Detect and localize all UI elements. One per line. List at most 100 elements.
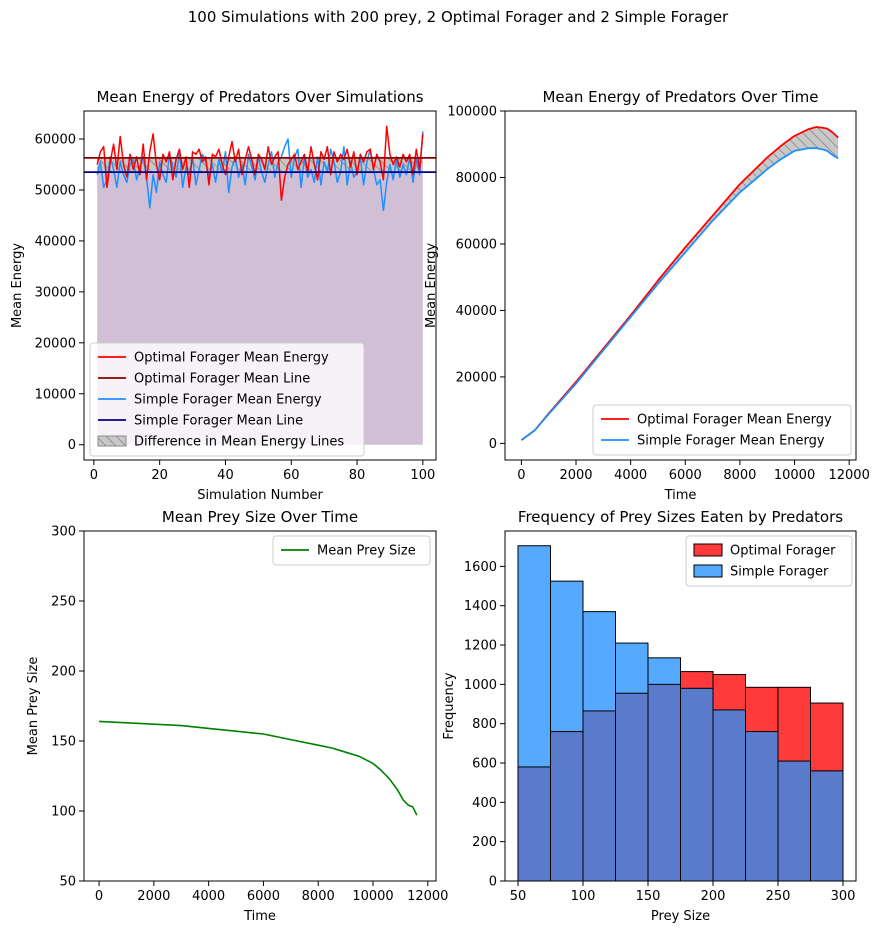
y-tick-label: 1400	[464, 599, 497, 614]
y-axis-label: Mean Energy	[10, 243, 25, 328]
histogram-bar-overlap	[745, 731, 778, 881]
x-tick-label: 6000	[669, 468, 702, 483]
panel-energy-over-simulations: 0 20 40 60 80 100 0 10000 20000 30000 40000 50000 60…	[10, 88, 437, 503]
x-tick-label: 2000	[137, 889, 170, 904]
x-tick-label: 250	[766, 889, 791, 904]
histogram-bar-top	[745, 687, 778, 732]
histogram-bar-top	[810, 703, 843, 771]
legend-label: Difference in Mean Energy Lines	[134, 435, 344, 450]
x-tick-label: 8000	[302, 889, 335, 904]
x-tick-label: 10000	[774, 468, 815, 483]
histogram-bar-overlap	[648, 684, 681, 881]
histogram-bar-top	[583, 611, 616, 711]
y-tick-label: 30000	[35, 285, 76, 300]
x-tick-label: 50	[510, 889, 527, 904]
x-axis-label: Simulation Number	[197, 488, 323, 503]
x-tick-label: 20	[151, 468, 168, 483]
optimal-forager-line	[96, 125, 424, 201]
x-axis-label: Prey Size	[651, 909, 710, 924]
y-tick-label: 1200	[464, 639, 497, 654]
legend-label: Simple Forager	[730, 565, 829, 580]
y-axis-label: Frequency	[442, 672, 457, 739]
x-tick-label: 0	[90, 468, 98, 483]
x-tick-label: 4000	[614, 468, 647, 483]
histogram-bar-overlap	[615, 693, 648, 881]
legend-label: Simple Forager Mean Energy	[637, 434, 825, 449]
chart-title: Mean Prey Size Over Time	[162, 508, 358, 526]
x-tick-label: 0	[95, 889, 103, 904]
histogram-bar-overlap	[680, 688, 713, 881]
x-tick-label: 0	[517, 468, 525, 483]
x-tick-label: 12000	[407, 889, 448, 904]
x-tick-label: 6000	[247, 889, 280, 904]
histogram-bar-overlap	[778, 761, 811, 881]
y-tick-label: 60000	[35, 133, 76, 148]
legend-swatch	[97, 435, 127, 447]
histogram-bar-top	[648, 657, 681, 685]
histogram-bar-top	[713, 674, 746, 710]
y-tick-label: 250	[51, 595, 76, 610]
panel-prey-size-over-time: 0 2000 4000 6000 8000 10000 12000 50 100 150 200 25…	[26, 508, 448, 924]
x-tick-label: 80	[349, 468, 366, 483]
y-axis-label: Mean Prey Size	[26, 657, 41, 756]
x-tick-label: 200	[701, 889, 726, 904]
legend-box	[592, 404, 852, 456]
legend-swatch	[693, 543, 723, 557]
x-tick-label: 10000	[352, 889, 393, 904]
chart-title: Mean Energy of Predators Over Simulation…	[96, 88, 423, 106]
y-tick-label: 400	[472, 796, 497, 811]
y-tick-label: 150	[51, 735, 76, 750]
y-tick-label: 0	[489, 437, 497, 452]
y-tick-label: 600	[472, 757, 497, 772]
figure-suptitle: 100 Simulations with 200 prey, 2 Optimal…	[188, 8, 729, 26]
simple-forager-line	[520, 147, 839, 441]
plot-frame	[504, 110, 857, 461]
y-tick-label: 200	[472, 835, 497, 850]
y-tick-label: 50	[59, 875, 76, 890]
x-axis-label: Time	[664, 488, 697, 503]
x-tick-label: 4000	[192, 889, 225, 904]
y-tick-label: 800	[472, 717, 497, 732]
y-tick-label: 0	[68, 438, 76, 453]
y-tick-label: 20000	[35, 336, 76, 351]
histogram-bar-top	[615, 643, 648, 694]
histogram-bar-overlap	[583, 710, 616, 881]
x-tick-label: 2000	[559, 468, 592, 483]
x-tick-label: 40	[217, 468, 234, 483]
panel-energy-over-time: 0 2000 4000 6000 8000 10000 12000 0 20000 40000 60…	[424, 88, 870, 503]
x-tick-label: 12000	[828, 468, 869, 483]
y-tick-label: 10000	[35, 387, 76, 402]
x-tick-label: 100	[571, 889, 596, 904]
difference-fill	[521, 127, 839, 441]
legend-swatch	[693, 564, 723, 578]
y-tick-label: 200	[51, 665, 76, 680]
chart-title: Mean Energy of Predators Over Time	[542, 88, 818, 106]
plot-frame	[83, 530, 437, 882]
chart-title: Frequency of Prey Sizes Eaten by Predato…	[518, 508, 843, 526]
simple-forager-line	[96, 131, 424, 212]
legend-label: Optimal Forager Mean Energy	[134, 351, 329, 366]
y-tick-label: 100000	[447, 105, 497, 120]
y-tick-label: 1600	[464, 560, 497, 575]
y-tick-label: 20000	[456, 370, 497, 385]
y-tick-label: 80000	[456, 171, 497, 186]
plot-frame	[83, 110, 437, 461]
legend-box	[685, 535, 853, 587]
y-tick-label: 60000	[456, 237, 497, 252]
mean-prey-size-line	[99, 720, 418, 816]
y-tick-label: 1000	[464, 678, 497, 693]
y-tick-label: 50000	[35, 183, 76, 198]
optimal-forager-line	[520, 126, 839, 441]
x-tick-label: 150	[636, 889, 661, 904]
legend-box	[272, 535, 431, 566]
x-tick-label: 300	[831, 889, 856, 904]
histogram-bar-top	[518, 545, 551, 767]
panel-prey-size-histogram: 50 100 150 200 250 300 0 200 400 600 800 1000 1200 14…	[442, 508, 857, 924]
x-tick-label: 8000	[723, 468, 756, 483]
histogram-bar-overlap	[550, 731, 583, 881]
legend-label: Simple Forager Mean Line	[134, 414, 303, 429]
legend-box	[89, 342, 365, 457]
legend-label: Mean Prey Size	[317, 544, 416, 559]
histogram-bar-top	[778, 687, 811, 762]
